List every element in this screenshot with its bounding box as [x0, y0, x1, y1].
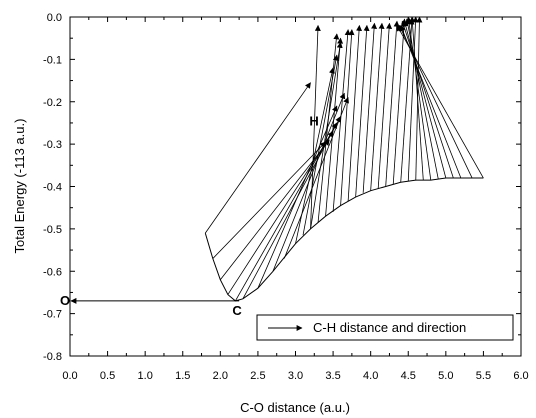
ch-vector	[204, 82, 311, 234]
annotation-o: O	[60, 293, 70, 308]
x-tick-label: 1.5	[175, 370, 190, 382]
ch-vectors	[204, 16, 484, 302]
ch-vector	[370, 22, 385, 191]
x-tick-label: 0.5	[100, 370, 115, 382]
plot-frame	[69, 16, 522, 357]
axis-ticks	[69, 16, 522, 357]
ch-vector	[283, 96, 349, 259]
y-tick-label: 0.0	[47, 12, 62, 24]
ch-vector	[212, 141, 326, 259]
legend: C-H distance and direction	[256, 314, 514, 341]
y-tick-label: -0.2	[43, 97, 62, 109]
ch-vector	[347, 24, 363, 202]
ch-vector	[332, 29, 351, 212]
ch-vector	[310, 41, 343, 229]
ch-vector	[407, 16, 419, 182]
y-tick-label: -0.4	[43, 182, 62, 194]
ch-vector	[325, 37, 344, 217]
ch-vector	[404, 18, 439, 180]
ch-vector	[402, 20, 447, 179]
ch-vector	[377, 22, 393, 189]
ch-vector	[385, 20, 400, 187]
x-tick-label: 5.0	[438, 370, 453, 382]
x-tick-label: 2.0	[213, 370, 228, 382]
ch-vector	[295, 67, 335, 244]
ch-vector	[392, 18, 408, 185]
ch-vector	[310, 24, 321, 229]
y-tick-label: -0.6	[43, 266, 62, 278]
ch-vector	[257, 105, 338, 289]
ch-vector	[242, 116, 341, 299]
y-tick-label: -0.3	[43, 139, 62, 151]
annotation-h: H	[309, 113, 318, 128]
x-tick-labels: 0.0 0.5 1.0 1.5 2.0 2.5 3.0 3.5 4.0 4.5 5.0 5.5 6.0	[62, 370, 528, 382]
x-tick-label: 4.0	[363, 370, 378, 382]
ch-vector	[340, 29, 355, 206]
x-tick-label: 6.0	[513, 370, 528, 382]
x-tick-label: 5.5	[476, 370, 491, 382]
ch-vector	[409, 16, 424, 181]
legend-label: C-H distance and direction	[313, 320, 466, 335]
y-tick-label: -0.7	[43, 309, 62, 321]
ch-vector	[227, 130, 334, 295]
x-axis-title: C-O distance (a.u.)	[240, 400, 350, 415]
y-tick-label: -0.5	[43, 224, 62, 236]
x-tick-label: 4.5	[401, 370, 416, 382]
ch-vector	[396, 24, 484, 179]
ch-vector	[399, 24, 462, 179]
y-tick-label: -0.8	[43, 351, 62, 363]
ch-vector	[362, 22, 378, 193]
annotation-c: C	[232, 303, 242, 318]
ch-vector	[317, 33, 340, 223]
x-tick-label: 1.0	[138, 370, 153, 382]
x-tick-label: 0.0	[62, 370, 77, 382]
ch-vector	[220, 139, 330, 280]
ch-vector	[355, 24, 370, 198]
energy-curve	[204, 177, 484, 302]
y-tick-labels: -0.8 -0.7 -0.6 -0.5 -0.4 -0.3 -0.2 -0.1 0.0	[43, 12, 62, 363]
ch-vector	[401, 20, 454, 179]
y-axis-title: Total Energy (-113 a.u.)	[12, 119, 27, 254]
ch-vector	[302, 54, 339, 236]
ch-vector	[235, 122, 338, 302]
y-tick-label: -0.1	[43, 54, 62, 66]
x-tick-label: 3.5	[325, 370, 340, 382]
x-tick-label: 2.5	[250, 370, 265, 382]
x-tick-label: 3.0	[288, 370, 303, 382]
